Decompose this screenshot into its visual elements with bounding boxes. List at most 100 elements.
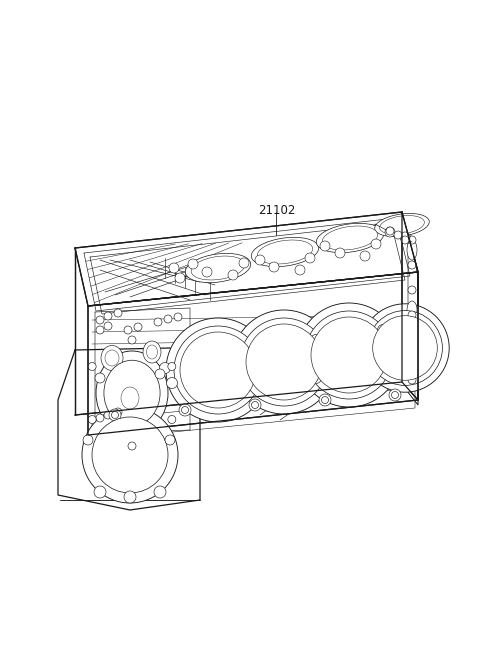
Ellipse shape <box>83 435 93 445</box>
Ellipse shape <box>260 359 271 371</box>
Ellipse shape <box>305 253 315 263</box>
Ellipse shape <box>385 227 395 237</box>
Ellipse shape <box>392 392 398 398</box>
Ellipse shape <box>407 301 417 319</box>
Ellipse shape <box>146 345 157 359</box>
Ellipse shape <box>114 408 122 416</box>
Ellipse shape <box>104 322 112 330</box>
Ellipse shape <box>159 363 170 373</box>
Ellipse shape <box>134 323 142 331</box>
Ellipse shape <box>185 253 251 283</box>
Ellipse shape <box>154 318 162 326</box>
Ellipse shape <box>121 387 139 409</box>
Ellipse shape <box>408 286 416 294</box>
Ellipse shape <box>104 411 112 419</box>
Ellipse shape <box>408 350 419 361</box>
Ellipse shape <box>166 318 270 422</box>
Ellipse shape <box>377 325 388 335</box>
Ellipse shape <box>335 248 345 258</box>
Ellipse shape <box>165 435 175 445</box>
Ellipse shape <box>408 376 416 384</box>
Ellipse shape <box>174 313 182 321</box>
Ellipse shape <box>239 258 249 268</box>
Ellipse shape <box>408 236 416 244</box>
Ellipse shape <box>88 363 96 371</box>
Ellipse shape <box>252 401 259 409</box>
Ellipse shape <box>174 326 262 414</box>
Ellipse shape <box>128 336 136 344</box>
Ellipse shape <box>168 415 176 424</box>
Ellipse shape <box>305 311 393 399</box>
Ellipse shape <box>249 399 261 411</box>
Ellipse shape <box>115 380 145 416</box>
Ellipse shape <box>260 340 271 350</box>
Ellipse shape <box>257 240 312 264</box>
Ellipse shape <box>228 270 238 280</box>
Ellipse shape <box>96 326 104 334</box>
Ellipse shape <box>320 241 330 251</box>
Ellipse shape <box>104 360 160 426</box>
Ellipse shape <box>191 354 202 365</box>
Text: 21102: 21102 <box>258 204 295 217</box>
Polygon shape <box>402 212 418 400</box>
Ellipse shape <box>311 317 387 393</box>
Ellipse shape <box>408 311 416 319</box>
Ellipse shape <box>360 251 370 261</box>
Ellipse shape <box>322 396 328 403</box>
Ellipse shape <box>247 346 257 358</box>
Ellipse shape <box>311 352 322 363</box>
Ellipse shape <box>109 409 121 421</box>
Ellipse shape <box>375 213 429 237</box>
Ellipse shape <box>179 404 191 416</box>
Ellipse shape <box>371 239 381 249</box>
Ellipse shape <box>155 369 165 379</box>
Ellipse shape <box>101 346 123 371</box>
Ellipse shape <box>96 351 168 435</box>
Ellipse shape <box>167 377 178 388</box>
Ellipse shape <box>319 394 331 406</box>
Ellipse shape <box>269 262 279 272</box>
Ellipse shape <box>361 304 449 392</box>
Ellipse shape <box>181 407 189 413</box>
Ellipse shape <box>297 303 401 407</box>
Ellipse shape <box>408 336 416 344</box>
Ellipse shape <box>260 380 271 390</box>
Ellipse shape <box>251 237 319 266</box>
Polygon shape <box>88 272 418 435</box>
Ellipse shape <box>408 335 419 346</box>
Ellipse shape <box>380 216 424 234</box>
Ellipse shape <box>377 342 388 354</box>
Ellipse shape <box>295 265 305 275</box>
Ellipse shape <box>175 273 185 283</box>
Ellipse shape <box>143 341 161 363</box>
Ellipse shape <box>408 261 416 269</box>
Ellipse shape <box>88 415 96 424</box>
Ellipse shape <box>247 367 257 377</box>
Ellipse shape <box>168 363 176 371</box>
Ellipse shape <box>96 414 104 422</box>
Ellipse shape <box>400 232 410 242</box>
Ellipse shape <box>128 442 136 450</box>
Ellipse shape <box>124 491 136 503</box>
Ellipse shape <box>255 255 265 265</box>
Ellipse shape <box>232 310 336 414</box>
Ellipse shape <box>246 324 322 400</box>
Ellipse shape <box>191 375 202 386</box>
Ellipse shape <box>202 267 212 277</box>
Ellipse shape <box>96 316 104 324</box>
Ellipse shape <box>323 226 378 250</box>
Ellipse shape <box>154 486 166 498</box>
Ellipse shape <box>124 326 132 334</box>
Ellipse shape <box>311 335 322 346</box>
Ellipse shape <box>407 240 417 260</box>
Ellipse shape <box>408 361 416 369</box>
Ellipse shape <box>104 312 112 320</box>
Ellipse shape <box>311 373 322 384</box>
Ellipse shape <box>368 310 443 385</box>
Polygon shape <box>75 212 418 306</box>
Ellipse shape <box>111 411 119 419</box>
Ellipse shape <box>372 316 437 380</box>
Ellipse shape <box>188 259 198 269</box>
Ellipse shape <box>240 318 328 406</box>
Ellipse shape <box>401 236 409 244</box>
